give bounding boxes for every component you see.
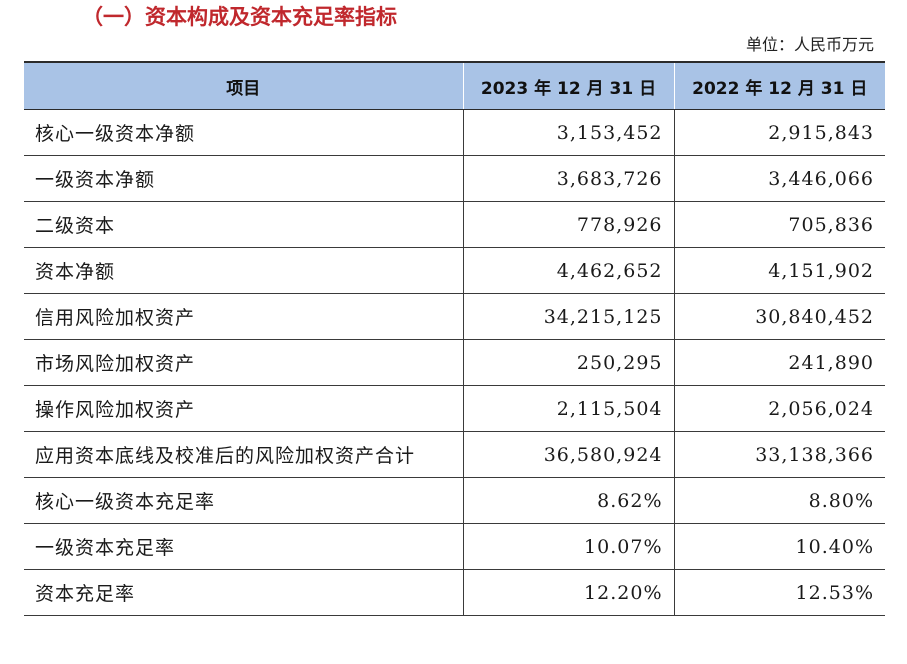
row-label: 一级资本充足率 [24,523,463,570]
table-row: 一级资本充足率 10.07% 10.40% [24,523,885,570]
value-2023: 250,295 [462,339,674,386]
value-2022: 10.40% [673,523,885,570]
value-2023: 4,462,652 [462,247,674,294]
row-label: 资本充足率 [24,569,463,616]
table-header-row: 项目 2023 年 12 月 31 日 2022 年 12 月 31 日 [24,61,885,110]
table-row: 操作风险加权资产 2,115,504 2,056,024 [24,385,885,432]
header-item: 项目 [24,61,463,110]
value-2023: 34,215,125 [462,293,674,340]
table-row: 市场风险加权资产 250,295 241,890 [24,339,885,386]
unit-note: 单位：人民币万元 [745,35,874,54]
value-2022: 33,138,366 [673,431,885,478]
value-2022: 705,836 [673,201,885,248]
value-2022: 2,056,024 [673,385,885,432]
row-label: 一级资本净额 [24,155,463,202]
row-label: 信用风险加权资产 [24,293,463,340]
header-2023: 2023 年 12 月 31 日 [462,61,674,110]
section-title: （一）资本构成及资本充足率指标 [82,5,397,29]
row-label: 操作风险加权资产 [24,385,463,432]
value-2022: 30,840,452 [673,293,885,340]
row-label: 资本净额 [24,247,463,294]
value-2023: 3,683,726 [462,155,674,202]
value-2022: 3,446,066 [673,155,885,202]
table-row: 资本净额 4,462,652 4,151,902 [24,247,885,294]
value-2023: 10.07% [462,523,674,570]
value-2023: 12.20% [462,569,674,616]
value-2023: 8.62% [462,477,674,524]
capital-adequacy-table: 项目 2023 年 12 月 31 日 2022 年 12 月 31 日 核心一… [24,61,885,616]
value-2023: 3,153,452 [462,109,674,156]
table-row: 信用风险加权资产 34,215,125 30,840,452 [24,293,885,340]
table-row: 一级资本净额 3,683,726 3,446,066 [24,155,885,202]
value-2023: 2,115,504 [462,385,674,432]
value-2022: 4,151,902 [673,247,885,294]
row-label: 核心一级资本净额 [24,109,463,156]
table-row: 应用资本底线及校准后的风险加权资产合计 36,580,924 33,138,36… [24,431,885,478]
value-2022: 12.53% [673,569,885,616]
row-label: 核心一级资本充足率 [24,477,463,524]
header-2022: 2022 年 12 月 31 日 [673,61,885,110]
table-row: 二级资本 778,926 705,836 [24,201,885,248]
value-2022: 241,890 [673,339,885,386]
row-label: 应用资本底线及校准后的风险加权资产合计 [24,431,463,478]
row-label: 市场风险加权资产 [24,339,463,386]
table-row: 核心一级资本充足率 8.62% 8.80% [24,477,885,524]
row-label: 二级资本 [24,201,463,248]
value-2022: 8.80% [673,477,885,524]
table-row: 核心一级资本净额 3,153,452 2,915,843 [24,109,885,156]
value-2022: 2,915,843 [673,109,885,156]
value-2023: 778,926 [462,201,674,248]
value-2023: 36,580,924 [462,431,674,478]
table-row: 资本充足率 12.20% 12.53% [24,569,885,616]
